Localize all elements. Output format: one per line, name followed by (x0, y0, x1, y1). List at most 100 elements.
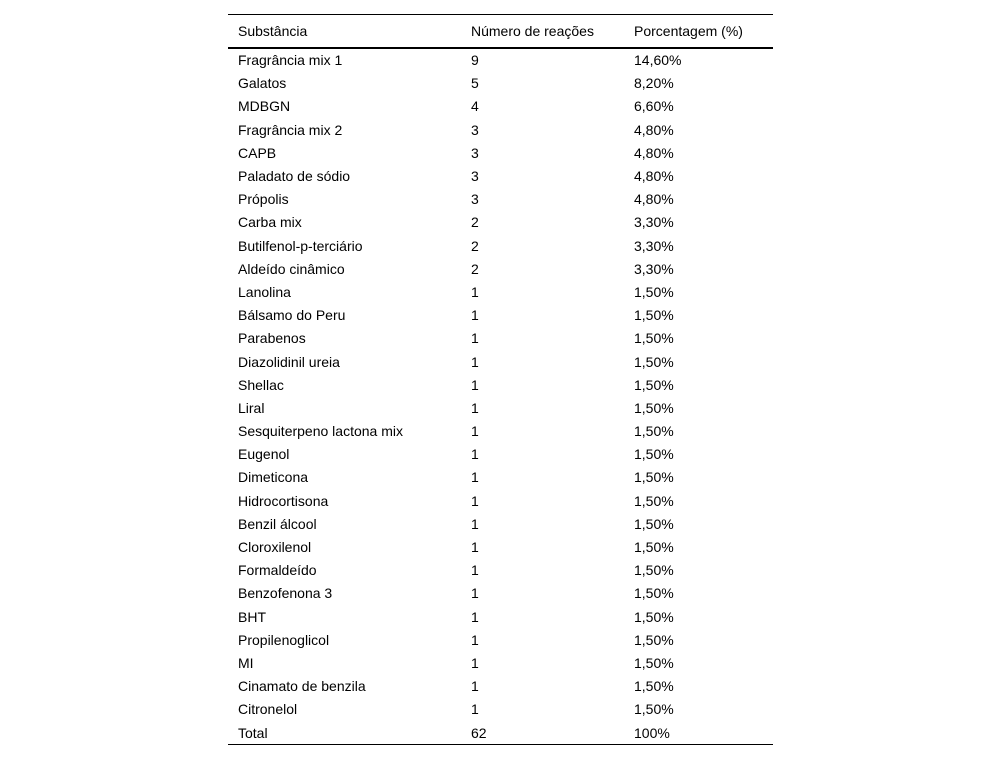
table-row: Hidrocortisona 1 1,50% (228, 489, 773, 512)
table-row: Sesquiterpeno lactona mix 1 1,50% (228, 420, 773, 443)
percentage-cell: 1,50% (634, 562, 674, 579)
reactions-count-cell: 1 (471, 701, 479, 718)
header-row: Substância Número de reações Porcentagem… (228, 14, 773, 49)
reactions-count-cell: 1 (471, 399, 479, 416)
reactions-count-cell: 1 (471, 654, 479, 671)
table-row: Galatos 5 8,20% (228, 72, 773, 95)
header-substancia: Substância (228, 14, 471, 49)
percentage-cell: 1,50% (634, 585, 674, 602)
substance-cell: Eugenol (238, 446, 290, 463)
percentage-cell: 4,80% (634, 121, 674, 138)
percentage-cell: 3,30% (634, 214, 674, 231)
table-row: Fragrância mix 1 9 14,60% (228, 48, 773, 72)
substance-cell: Propilenoglicol (238, 631, 330, 648)
percentage-cell: 1,50% (634, 446, 674, 463)
table-row: Propilenoglicol 1 1,50% (228, 628, 773, 651)
percentage-cell: 8,20% (634, 75, 674, 92)
header-porcentagem: Porcentagem (%) (634, 14, 773, 49)
percentage-cell: 14,60% (634, 52, 682, 69)
substance-cell: Butilfenol-p-terciário (238, 237, 363, 254)
substance-cell: Benzofenona 3 (238, 585, 333, 602)
percentage-cell: 4,80% (634, 168, 674, 185)
reactions-count-cell: 1 (471, 330, 479, 347)
substance-cell: Dimeticona (238, 469, 309, 486)
percentage-cell: 1,50% (634, 539, 674, 556)
substance-reactions-table: Substância Número de reações Porcentagem… (228, 14, 773, 746)
percentage-cell: 1,50% (634, 376, 674, 393)
substance-cell: Paladato de sódio (238, 168, 351, 185)
percentage-cell: 1,50% (634, 608, 674, 625)
substance-cell: Cloroxilenol (238, 539, 312, 556)
table-row: Cinamato de benzila 1 1,50% (228, 675, 773, 698)
percentage-cell: 1,50% (634, 283, 674, 300)
table-row: Bálsamo do Peru 1 1,50% (228, 304, 773, 327)
paper-table-container: Substância Número de reações Porcentagem… (228, 14, 773, 746)
substance-cell: Benzil álcool (238, 515, 317, 532)
substance-cell: Própolis (238, 191, 289, 208)
percentage-cell: 4,80% (634, 144, 674, 161)
table-row: Benzil álcool 1 1,50% (228, 512, 773, 535)
reactions-count-cell: 1 (471, 353, 479, 370)
substance-cell: Galatos (238, 75, 287, 92)
reactions-count-cell: 1 (471, 492, 479, 509)
percentage-cell: 3,30% (634, 237, 674, 254)
percentage-cell: 1,50% (634, 701, 674, 718)
table-row: Aldeído cinâmico 2 3,30% (228, 257, 773, 280)
substance-cell: MDBGN (238, 98, 291, 115)
table-body: Fragrância mix 1 9 14,60% Galatos 5 8,20% MDBG… (228, 48, 773, 746)
substance-cell: Aldeído cinâmico (238, 260, 345, 277)
percentage-cell: 1,50% (634, 423, 674, 440)
reactions-count-cell: 1 (471, 283, 479, 300)
percentage-cell: 6,60% (634, 98, 674, 115)
table-row: Diazolidinil ureia 1 1,50% (228, 350, 773, 373)
substance-cell: Sesquiterpeno lactona mix (238, 423, 403, 440)
table-row: Shellac 1 1,50% (228, 373, 773, 396)
table-row: Própolis 3 4,80% (228, 188, 773, 211)
header-numero-reacoes: Número de reações (471, 14, 634, 49)
table-row: MDBGN 4 6,60% (228, 95, 773, 118)
table-row: Paladato de sódio 3 4,80% (228, 164, 773, 187)
table-row: Eugenol 1 1,50% (228, 443, 773, 466)
table-row: Fragrância mix 2 3 4,80% (228, 118, 773, 141)
reactions-count-cell: 1 (471, 376, 479, 393)
substance-cell: Lanolina (238, 283, 291, 300)
table-row: Benzofenona 3 1 1,50% (228, 582, 773, 605)
table-row: Dimeticona 1 1,50% (228, 466, 773, 489)
percentage-cell: 1,50% (634, 678, 674, 695)
percentage-cell: 3,30% (634, 260, 674, 277)
total-row: Total 62 100% (228, 720, 773, 746)
reactions-count-cell: 2 (471, 237, 479, 254)
table-row: Liral 1 1,50% (228, 396, 773, 419)
table-row: Butilfenol-p-terciário 2 3,30% (228, 234, 773, 257)
substance-cell: Parabenos (238, 330, 306, 347)
substance-cell: Liral (238, 399, 265, 416)
reactions-count-cell: 1 (471, 585, 479, 602)
reactions-count-cell: 1 (471, 539, 479, 556)
substance-cell: Fragrância mix 2 (238, 121, 343, 138)
substance-cell: MI (238, 654, 254, 671)
reactions-count-cell: 4 (471, 98, 479, 115)
percentage-cell: 1,50% (634, 399, 674, 416)
percentage-cell: 1,50% (634, 654, 674, 671)
reactions-count-cell: 5 (471, 75, 479, 92)
substance-cell: Carba mix (238, 214, 302, 231)
reactions-count-cell: 62 (471, 720, 634, 746)
substance-cell: BHT (238, 608, 266, 625)
percentage-cell: 1,50% (634, 307, 674, 324)
table-row: Formaldeído 1 1,50% (228, 559, 773, 582)
reactions-count-cell: 1 (471, 469, 479, 486)
reactions-count-cell: 3 (471, 191, 479, 208)
substance-cell: Cinamato de benzila (238, 678, 366, 695)
percentage-cell: 1,50% (634, 469, 674, 486)
reactions-count-cell: 1 (471, 678, 479, 695)
reactions-count-cell: 2 (471, 260, 479, 277)
table-row: CAPB 3 4,80% (228, 141, 773, 164)
substance-cell: CAPB (238, 144, 277, 161)
substance-cell: Bálsamo do Peru (238, 307, 346, 324)
reactions-count-cell: 1 (471, 307, 479, 324)
table-header: Substância Número de reações Porcentagem… (228, 14, 773, 49)
substance-cell: Citronelol (238, 701, 298, 718)
table-row: Citronelol 1 1,50% (228, 698, 773, 721)
reactions-count-cell: 9 (471, 52, 479, 69)
table-row: Parabenos 1 1,50% (228, 327, 773, 350)
